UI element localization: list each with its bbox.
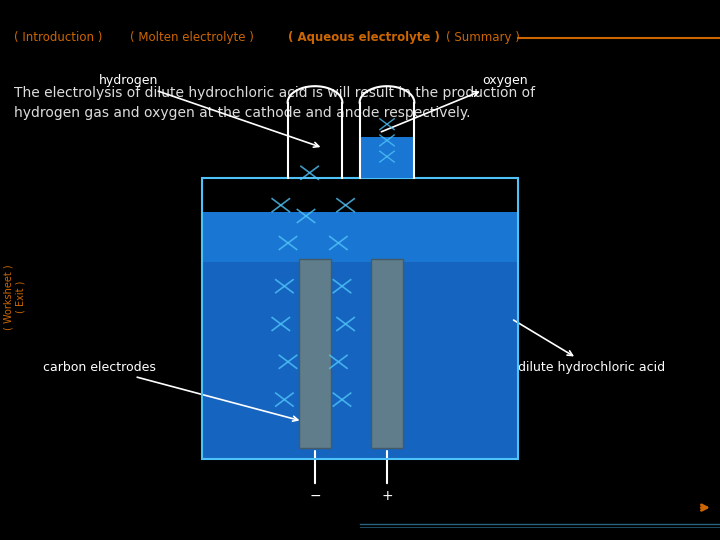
Bar [202, 212, 518, 459]
Bar [299, 259, 331, 448]
Text: dilute hydrochloric acid: dilute hydrochloric acid [513, 320, 665, 374]
Bar [202, 178, 518, 459]
Text: carbon electrodes: carbon electrodes [43, 361, 298, 421]
Text: The electrolysis of dilute hydrochloric acid is will result in the production of: The electrolysis of dilute hydrochloric … [14, 86, 536, 120]
Text: oxygen: oxygen [382, 75, 528, 132]
Text: −: − [309, 489, 321, 503]
Text: ( Introduction ): ( Introduction ) [14, 31, 103, 44]
Text: +: + [381, 489, 393, 503]
Bar [361, 137, 413, 178]
Text: ( Molten electrolyte ): ( Molten electrolyte ) [130, 31, 253, 44]
Bar [202, 212, 518, 262]
Text: ( Aqueous electrolyte ): ( Aqueous electrolyte ) [288, 31, 440, 44]
Text: hydrogen: hydrogen [99, 75, 319, 147]
Bar [371, 259, 403, 448]
Text: ( Summary ): ( Summary ) [446, 31, 521, 44]
Text: ( Exit ): ( Exit ) [15, 281, 25, 313]
Text: ( Worksheet ): ( Worksheet ) [4, 264, 14, 330]
